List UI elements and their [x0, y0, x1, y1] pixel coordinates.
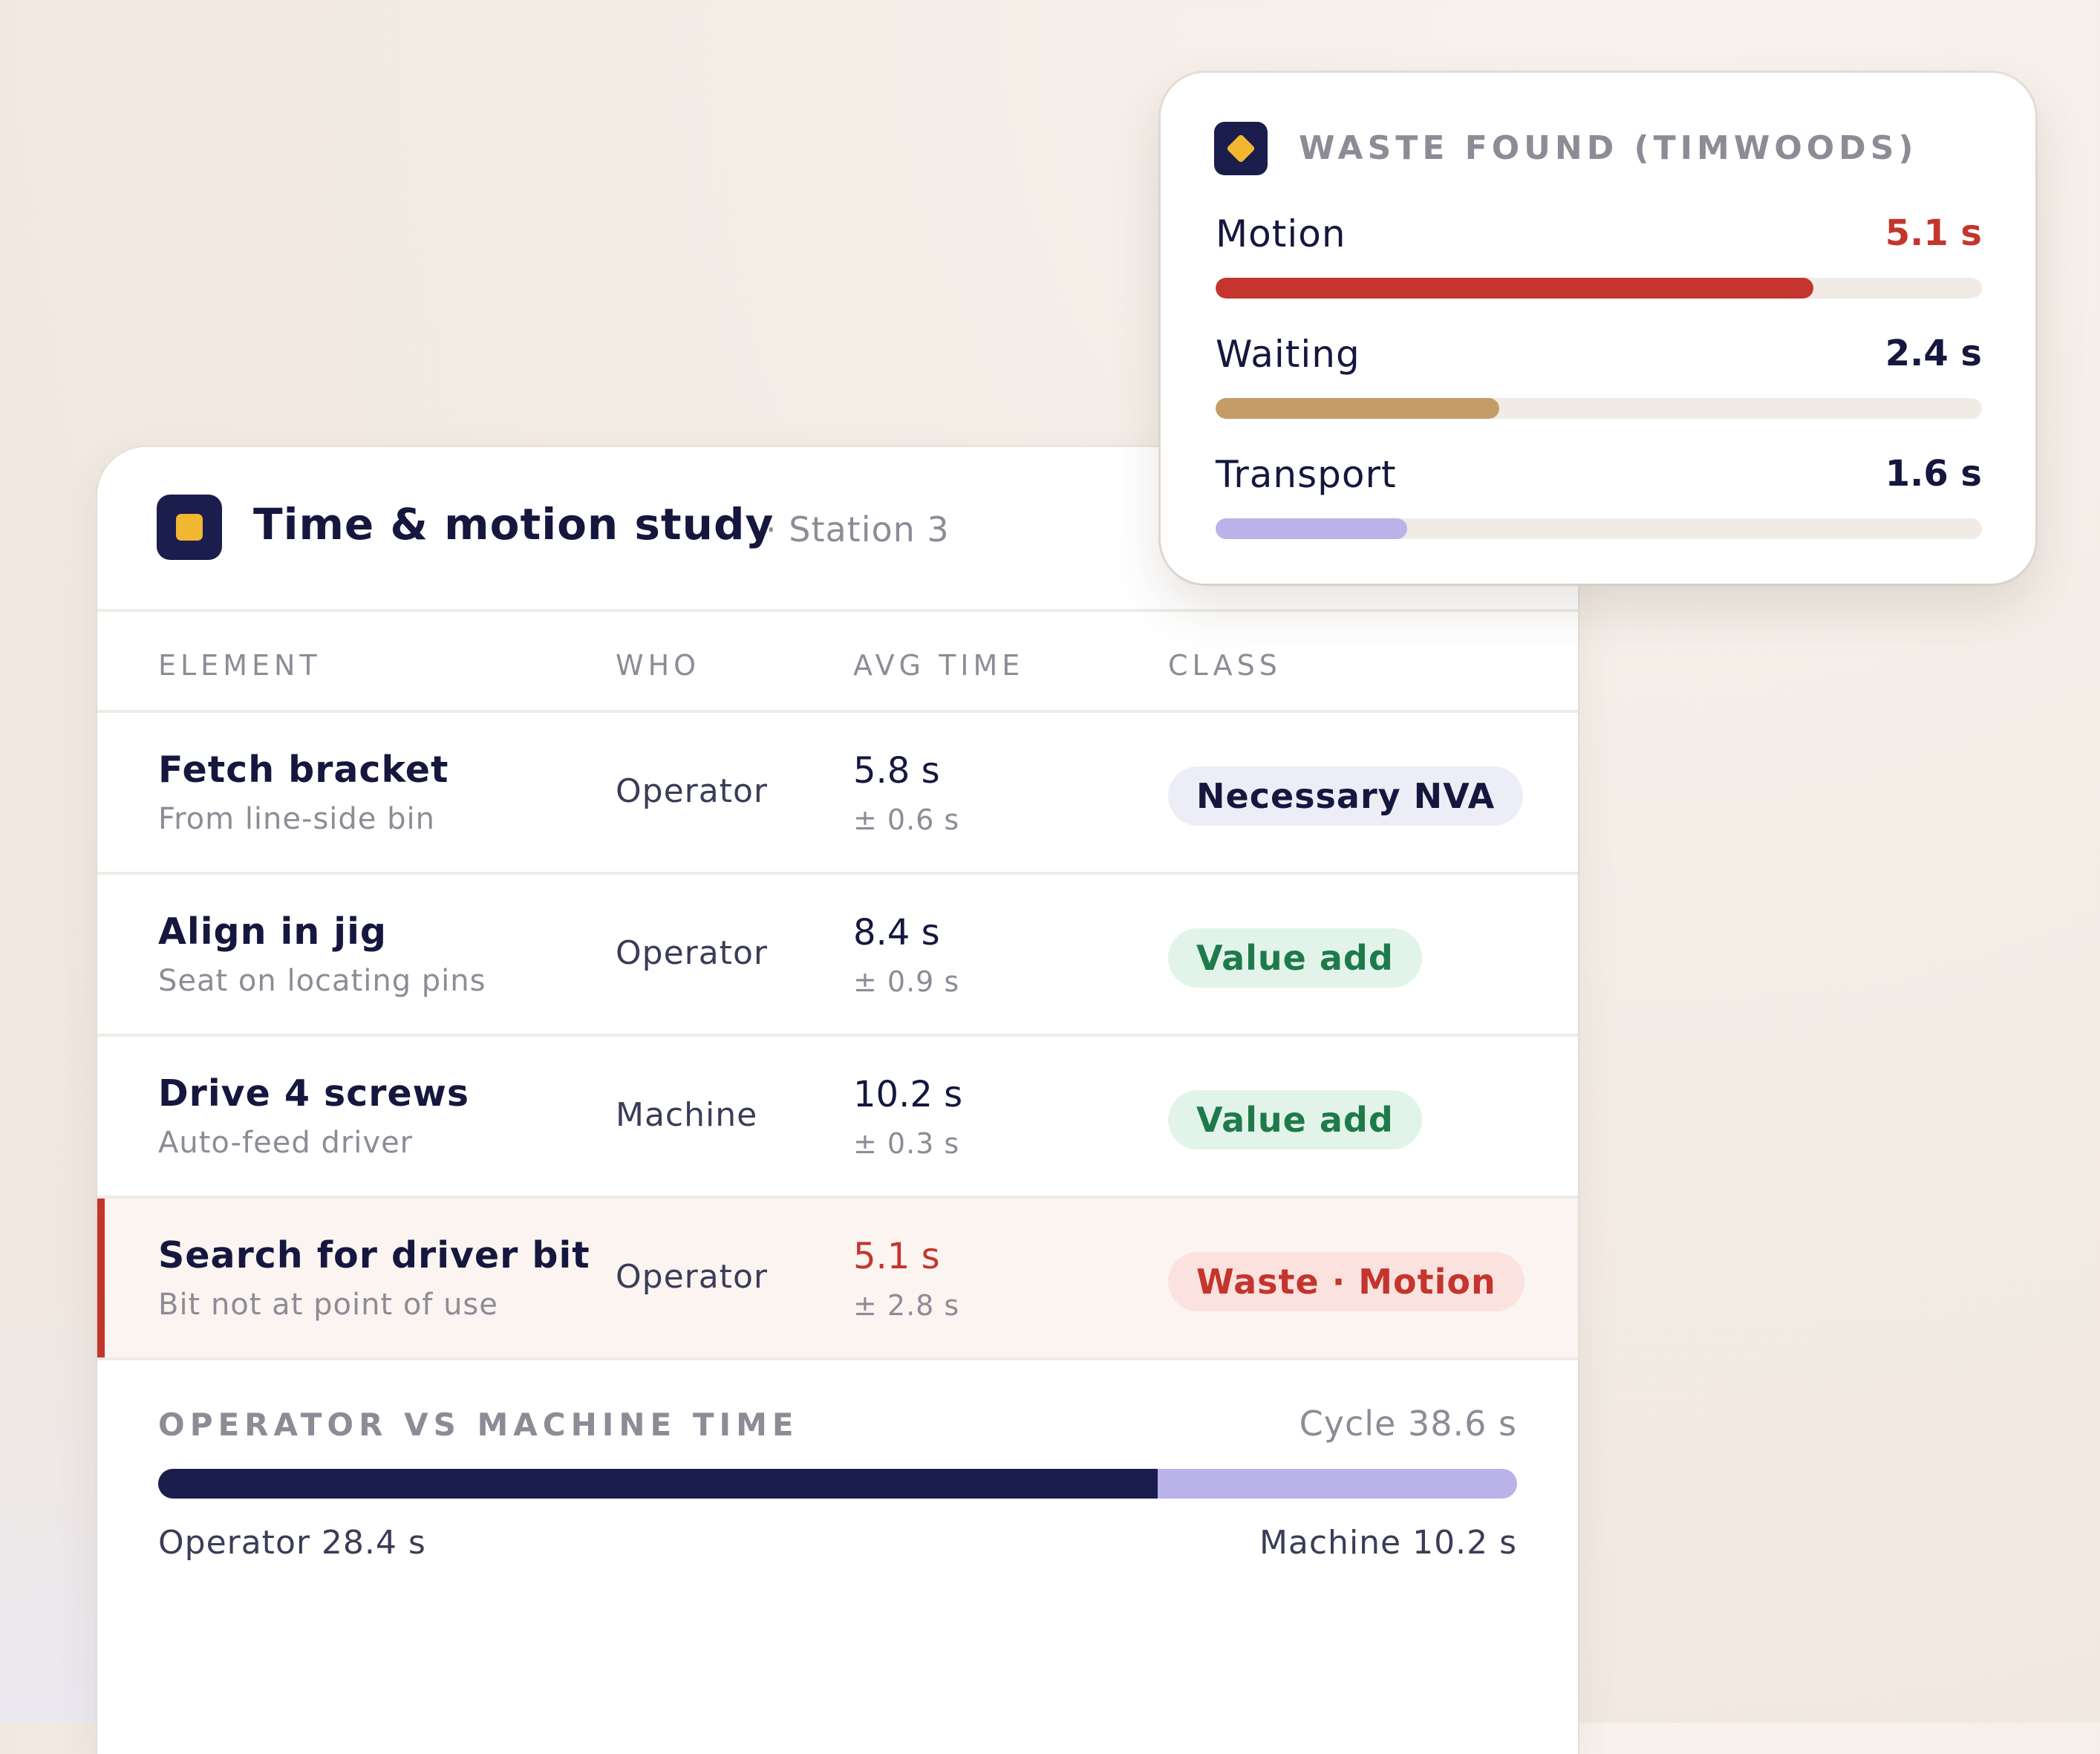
element-name: Search for driver bit [158, 1234, 590, 1277]
column-header-avg-time[interactable]: AVG TIME [853, 649, 1025, 682]
waste-label: Motion [1216, 212, 1346, 255]
page-title: Time & motion study [253, 499, 775, 550]
waste-item-transport: Transport 1.6 s [1216, 453, 1982, 542]
who-value: Operator [616, 772, 768, 810]
waste-bar-track [1216, 398, 1982, 419]
class-badge: Value add [1168, 928, 1422, 988]
element-name: Fetch bracket [158, 749, 449, 791]
card-header: Time & motion study · Station 3 [97, 447, 1578, 612]
who-value: Operator [616, 934, 768, 972]
waste-row-accent [97, 1199, 105, 1357]
cycle-time-label: Cycle 38.6 s [1299, 1403, 1517, 1444]
waste-bar-track [1216, 278, 1982, 299]
avg-time-value: 8.4 s [853, 912, 940, 953]
element-name: Align in jig [158, 910, 387, 953]
avg-time-deviation: ± 0.9 s [853, 965, 960, 998]
who-value: Operator [616, 1258, 768, 1296]
machine-time-label: Machine 10.2 s [1259, 1524, 1517, 1562]
class-badge: Waste · Motion [1168, 1252, 1525, 1311]
station-label: · Station 3 [766, 509, 950, 550]
table-row[interactable]: Drive 4 screws Auto-feed driver Machine … [97, 1037, 1578, 1199]
waste-value: 5.1 s [1885, 212, 1982, 254]
waste-card-title: WASTE FOUND (TIMWOODS) [1299, 129, 1918, 167]
square-logo-icon [157, 495, 222, 560]
avg-time-value: 10.2 s [853, 1074, 963, 1115]
operator-vs-machine-title: OPERATOR VS MACHINE TIME [158, 1406, 799, 1443]
element-name: Drive 4 screws [158, 1072, 470, 1115]
waste-bar-fill [1216, 398, 1499, 419]
element-description: Bit not at point of use [158, 1288, 498, 1322]
waste-label: Transport [1216, 453, 1397, 496]
column-header-who[interactable]: WHO [616, 649, 701, 682]
operator-time-fill [158, 1469, 1158, 1499]
table-header: ELEMENT WHO AVG TIME CLASS [97, 612, 1578, 713]
background-shape [0, 1262, 104, 1723]
who-value: Machine [616, 1096, 758, 1134]
waste-item-motion: Motion 5.1 s [1216, 212, 1982, 301]
element-description: From line-side bin [158, 802, 435, 836]
operator-machine-split-bar [158, 1469, 1517, 1499]
table-row[interactable]: Align in jig Seat on locating pins Opera… [97, 875, 1578, 1037]
class-badge: Necessary NVA [1168, 766, 1524, 826]
column-header-class[interactable]: CLASS [1168, 649, 1282, 682]
column-header-element[interactable]: ELEMENT [158, 649, 322, 682]
class-badge: Value add [1168, 1090, 1422, 1150]
table-row-waste[interactable]: Search for driver bit Bit not at point o… [97, 1199, 1578, 1360]
avg-time-deviation: ± 0.3 s [853, 1127, 960, 1160]
element-description: Seat on locating pins [158, 964, 486, 998]
waste-item-waiting: Waiting 2.4 s [1216, 333, 1982, 422]
waste-value: 1.6 s [1885, 453, 1982, 495]
waste-bar-track [1216, 518, 1982, 539]
waste-value: 2.4 s [1885, 333, 1982, 374]
waste-bar-fill [1216, 518, 1407, 539]
waste-label: Waiting [1216, 333, 1360, 376]
element-description: Auto-feed driver [158, 1126, 414, 1160]
avg-time-deviation: ± 0.6 s [853, 803, 960, 836]
avg-time-value: 5.8 s [853, 750, 940, 792]
operator-time-label: Operator 28.4 s [158, 1524, 426, 1562]
avg-time-value: 5.1 s [853, 1236, 940, 1277]
waste-found-card: WASTE FOUND (TIMWOODS) Motion 5.1 s Wait… [1161, 73, 2035, 584]
avg-time-deviation: ± 2.8 s [853, 1289, 960, 1322]
waste-bar-fill [1216, 278, 1813, 299]
table-row[interactable]: Fetch bracket From line-side bin Operato… [97, 713, 1578, 875]
diamond-logo-icon [1214, 122, 1268, 175]
time-motion-card: Time & motion study · Station 3 ELEMENT … [97, 447, 1578, 1754]
